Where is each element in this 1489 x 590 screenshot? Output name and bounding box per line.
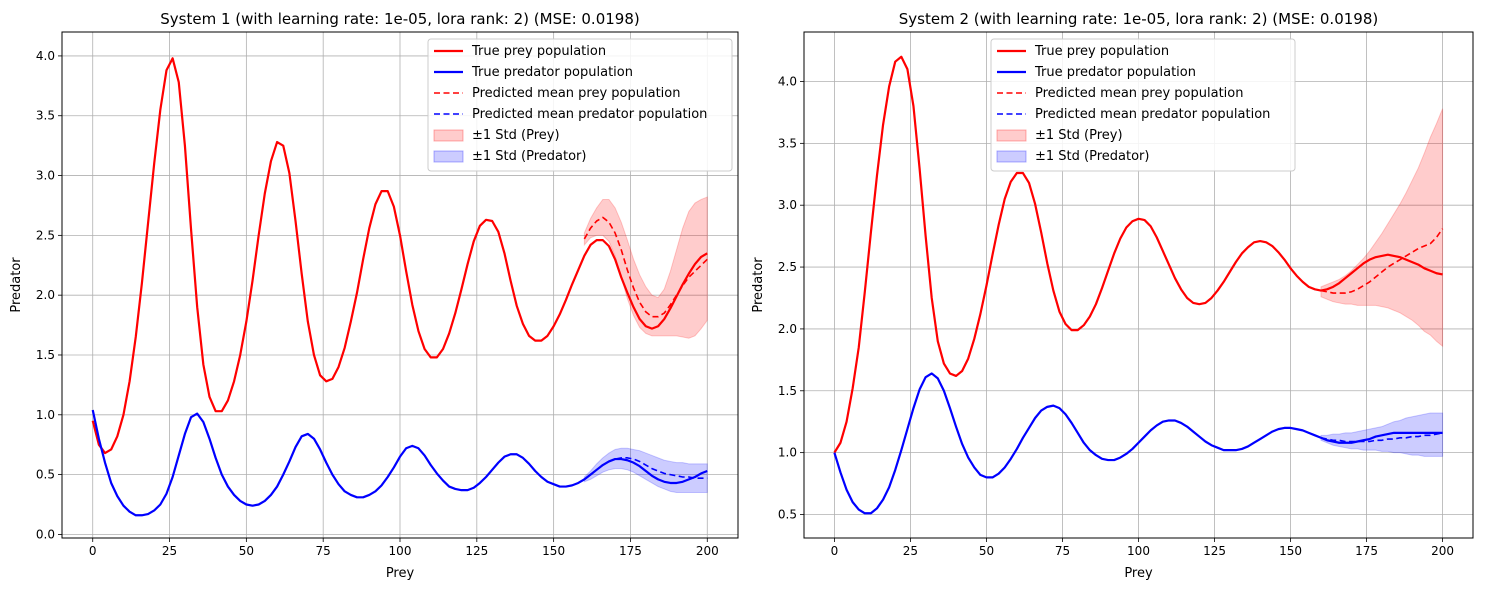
y-tick-label: 4.0 [36,49,55,63]
y-tick-label: 2.5 [36,228,55,242]
x-tick-label: 100 [1127,544,1150,558]
legend: True prey population True predator popula… [427,38,733,172]
x-tick-label: 200 [696,544,719,558]
legend-label: ±1 Std (Prey) [1035,128,1123,143]
x-tick-label: 0 [89,544,97,558]
legend-box [990,38,1296,172]
series-line-predicted-mean-prey-population [583,216,708,318]
legend-swatch [996,129,1027,142]
legend-label: True prey population [471,44,606,59]
legend-swatch [996,150,1027,163]
chart-title: System 2 (with learning rate: 1e-05, lor… [899,10,1378,28]
y-tick-label: 3.0 [36,169,55,183]
y-tick-label: 3.5 [778,136,797,150]
legend-label: Predicted mean prey population [1035,86,1243,101]
y-tick-label: 1.0 [778,446,797,460]
x-tick-label: 125 [1203,544,1226,558]
x-axis-label: Prey [1124,566,1153,581]
chart-title: System 1 (with learning rate: 1e-05, lor… [160,10,639,28]
y-tick-label: 0.5 [36,468,55,482]
legend-label: Predicted mean predator population [472,107,707,122]
legend-label: True prey population [1034,44,1169,59]
legend-label: ±1 Std (Predator) [472,149,586,164]
x-tick-label: 175 [619,544,642,558]
x-tick-label: 25 [903,544,918,558]
y-tick-label: 2.5 [778,260,797,274]
y-tick-label: 2.0 [36,288,55,302]
chart-panel-1: 0 25 50 75 100 125 150 175 200 0.0 0.5 1.0 1.5 2.0 2.5… [9,10,739,581]
y-tick-label: 2.0 [778,322,797,336]
legend-label: ±1 Std (Prey) [472,128,560,143]
x-tick-label: 125 [465,544,488,558]
y-tick-label: 3.0 [778,198,797,212]
series-line-predicted-mean-predator-population [583,457,708,481]
x-tick-label: 50 [239,544,254,558]
x-tick-label: 0 [831,544,839,558]
y-tick-label: 0.0 [36,527,55,541]
y-tick-label: 3.5 [36,109,55,123]
x-tick-label: 75 [316,544,331,558]
legend-label: True predator population [1034,65,1196,80]
x-tick-label: 200 [1431,544,1454,558]
x-tick-label: 25 [162,544,177,558]
y-tick-label: 1.5 [778,384,797,398]
legend-box [427,38,733,172]
y-tick-label: 4.0 [778,74,797,88]
legend-label: True predator population [471,65,633,80]
legend-swatch [433,129,464,142]
y-tick-label: 0.5 [778,507,797,521]
legend: True prey population True predator popula… [990,38,1296,172]
series-line-predicted-mean-predator-population [1320,432,1443,443]
x-tick-label: 150 [542,544,565,558]
series-line-true-prey-population [91,57,708,455]
x-tick-label: 175 [1355,544,1378,558]
legend-swatch [433,150,464,163]
y-tick-label: 1.5 [36,348,55,362]
x-tick-label: 100 [389,544,412,558]
y-axis-label: Predator [9,257,24,313]
band-1-std-prey [1320,108,1444,348]
x-axis-label: Prey [386,566,415,581]
chart-panel-2: 0 25 50 75 100 125 150 175 200 0.5 1.0 1.5 2.0 2.5 3.0… [751,10,1474,581]
x-tick-label: 150 [1279,544,1302,558]
series-line-true-prey-population [833,55,1443,454]
legend-label: Predicted mean predator population [1035,107,1270,122]
legend-label: ±1 Std (Predator) [1035,149,1149,164]
series-line-predicted-mean-prey-population [1320,228,1444,294]
series-line-true-predator-population [91,409,708,517]
series-line-true-predator-population [833,372,1443,515]
legend-label: Predicted mean prey population [472,86,680,101]
y-tick-label: 1.0 [36,408,55,422]
y-axis-label: Predator [751,257,766,313]
x-tick-label: 50 [979,544,994,558]
x-tick-label: 75 [1055,544,1070,558]
